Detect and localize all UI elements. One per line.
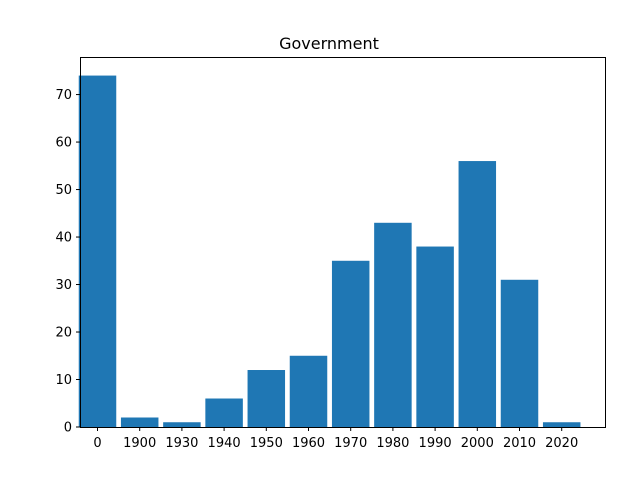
x-tick-label: 1900 <box>123 436 156 451</box>
plot-frame <box>80 57 606 428</box>
y-axis-ticks: 0 10 20 30 40 50 60 70 <box>55 88 80 436</box>
y-tick-label: 70 <box>55 88 72 103</box>
bar-1990 <box>416 246 454 427</box>
x-axis-ticks: 0 1900 1930 1940 1950 1960 1970 1980 1990 2000 201… <box>93 427 578 451</box>
bar-2020 <box>542 422 581 427</box>
y-tick-label: 10 <box>55 373 72 388</box>
bar-1960 <box>289 355 328 427</box>
y-tick-label: 50 <box>55 183 72 198</box>
x-tick-label: 1930 <box>165 436 198 451</box>
x-tick-label: 2020 <box>545 436 578 451</box>
bar-1930 <box>163 422 201 427</box>
bar-1900 <box>120 417 159 427</box>
chart-title: Government <box>279 34 379 53</box>
x-tick-label: 1980 <box>376 436 409 451</box>
x-tick-label: 2000 <box>461 436 494 451</box>
y-tick-label: 60 <box>55 136 72 151</box>
y-tick-label: 20 <box>55 326 72 341</box>
x-tick-label: 1950 <box>250 436 283 451</box>
x-tick-label: 1970 <box>334 436 367 451</box>
x-tick-label: 1960 <box>292 436 325 451</box>
bars-group <box>78 75 581 428</box>
y-tick-label: 0 <box>64 421 72 436</box>
bar-1970 <box>331 260 370 427</box>
bar-1980 <box>374 222 412 427</box>
bar-2000 <box>458 161 497 428</box>
x-tick-label: 1940 <box>208 436 241 451</box>
bar-0 <box>78 75 117 427</box>
y-tick-label: 40 <box>55 231 72 246</box>
bar-2010 <box>500 279 539 427</box>
x-tick-label: 2010 <box>503 436 536 451</box>
x-tick-label: 0 <box>93 436 101 451</box>
bar-1940 <box>205 398 243 427</box>
y-tick-label: 30 <box>55 278 72 293</box>
x-tick-label: 1990 <box>419 436 452 451</box>
bar-1950 <box>247 370 286 427</box>
